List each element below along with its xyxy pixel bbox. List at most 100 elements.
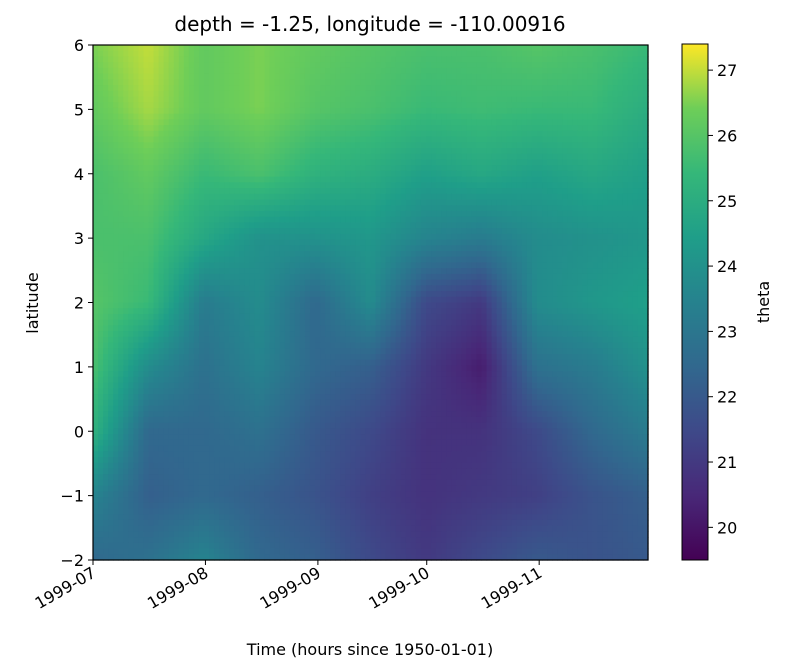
heatmap-cell bbox=[375, 170, 382, 178]
heatmap-cell bbox=[198, 45, 205, 52]
heatmap-cell bbox=[567, 148, 573, 155]
heatmap-cell bbox=[239, 119, 245, 126]
heatmap-cell bbox=[158, 210, 165, 218]
heatmap-cell bbox=[204, 262, 210, 269]
heatmap-cell bbox=[446, 153, 452, 161]
heatmap-cell bbox=[441, 102, 447, 109]
heatmap-cell bbox=[128, 302, 134, 309]
heatmap-cell bbox=[516, 90, 523, 98]
heatmap-cell bbox=[476, 285, 483, 292]
heatmap-cell bbox=[496, 85, 503, 92]
heatmap-cell bbox=[264, 148, 271, 155]
heatmap-cell bbox=[299, 102, 306, 109]
heatmap-cell bbox=[148, 113, 155, 120]
heatmap-cell bbox=[622, 205, 629, 212]
heatmap-cell bbox=[567, 130, 573, 138]
heatmap-cell bbox=[340, 285, 346, 292]
heatmap-cell bbox=[133, 96, 140, 103]
heatmap-cell bbox=[204, 142, 210, 149]
heatmap-cell bbox=[431, 291, 437, 298]
heatmap-cell bbox=[178, 119, 185, 126]
heatmap-cell bbox=[304, 153, 311, 161]
heatmap-cell bbox=[476, 291, 483, 298]
heatmap-cell bbox=[567, 67, 573, 75]
heatmap-cell bbox=[279, 56, 286, 63]
heatmap-cell bbox=[375, 228, 382, 235]
heatmap-cell bbox=[158, 239, 165, 246]
heatmap-cell bbox=[309, 102, 316, 109]
heatmap-cell bbox=[229, 273, 235, 281]
heatmap-cell bbox=[239, 62, 245, 69]
heatmap-cell bbox=[315, 176, 321, 183]
heatmap-cell bbox=[446, 165, 452, 172]
heatmap-cell bbox=[335, 90, 341, 98]
heatmap-cell bbox=[521, 165, 528, 172]
heatmap-cell bbox=[491, 228, 498, 235]
heatmap-cell bbox=[612, 205, 619, 212]
heatmap-cell bbox=[224, 142, 230, 149]
heatmap-cell bbox=[637, 56, 644, 63]
heatmap-cell bbox=[244, 251, 251, 258]
heatmap-cell bbox=[476, 222, 483, 229]
heatmap-cell bbox=[451, 73, 457, 80]
heatmap-cell bbox=[552, 125, 558, 132]
heatmap-cell bbox=[466, 85, 473, 92]
heatmap-cell bbox=[632, 176, 639, 183]
heatmap-cell bbox=[441, 113, 447, 120]
heatmap-cell bbox=[491, 291, 498, 298]
heatmap-cell bbox=[380, 102, 387, 109]
heatmap-cell bbox=[627, 210, 634, 218]
heatmap-cell bbox=[193, 165, 200, 172]
heatmap-cell bbox=[461, 233, 467, 241]
heatmap-cell bbox=[113, 199, 119, 206]
heatmap-cell bbox=[491, 262, 498, 269]
heatmap-cell bbox=[607, 67, 614, 75]
heatmap-cell bbox=[370, 85, 377, 92]
heatmap-cell bbox=[436, 96, 442, 103]
heatmap-cell bbox=[98, 67, 104, 75]
heatmap-cell bbox=[168, 142, 175, 149]
heatmap-cell bbox=[627, 222, 634, 229]
heatmap-cell bbox=[294, 125, 301, 132]
heatmap-cell bbox=[289, 159, 296, 166]
heatmap-cell bbox=[461, 170, 467, 178]
heatmap-cell bbox=[118, 62, 124, 69]
heatmap-cell bbox=[516, 56, 523, 63]
heatmap-cell bbox=[244, 256, 251, 264]
heatmap-cell bbox=[254, 56, 261, 63]
heatmap-cell bbox=[395, 216, 402, 223]
heatmap-cell bbox=[632, 239, 639, 246]
heatmap-cell bbox=[239, 96, 245, 103]
heatmap-cell bbox=[274, 233, 281, 241]
heatmap-cell bbox=[572, 45, 578, 52]
heatmap-cell bbox=[234, 153, 240, 161]
heatmap-cell bbox=[557, 262, 563, 269]
heatmap-cell bbox=[451, 273, 457, 281]
heatmap-cell bbox=[198, 199, 205, 206]
heatmap-cell bbox=[209, 273, 215, 281]
heatmap-cell bbox=[118, 251, 124, 258]
heatmap-cell bbox=[471, 256, 478, 264]
heatmap-cell bbox=[431, 56, 437, 63]
heatmap-cell bbox=[158, 216, 165, 223]
heatmap-cell bbox=[562, 205, 568, 212]
heatmap-cell bbox=[390, 193, 397, 201]
heatmap-cell bbox=[193, 188, 200, 195]
heatmap-cell bbox=[289, 148, 296, 155]
heatmap-cell bbox=[607, 262, 614, 269]
heatmap-cell bbox=[330, 222, 336, 229]
heatmap-cell bbox=[158, 245, 165, 252]
heatmap-cell bbox=[143, 176, 150, 183]
heatmap-cell bbox=[496, 256, 503, 264]
heatmap-cell bbox=[375, 296, 382, 304]
heatmap-cell bbox=[193, 125, 200, 132]
heatmap-cell bbox=[249, 153, 256, 161]
heatmap-cell bbox=[148, 273, 155, 281]
heatmap-cell bbox=[118, 142, 124, 149]
heatmap-cell bbox=[466, 56, 473, 63]
heatmap-cell bbox=[93, 273, 99, 281]
heatmap-cell bbox=[178, 245, 185, 252]
heatmap-cell bbox=[627, 62, 634, 69]
heatmap-cell bbox=[511, 107, 518, 115]
heatmap-cell bbox=[173, 56, 180, 63]
